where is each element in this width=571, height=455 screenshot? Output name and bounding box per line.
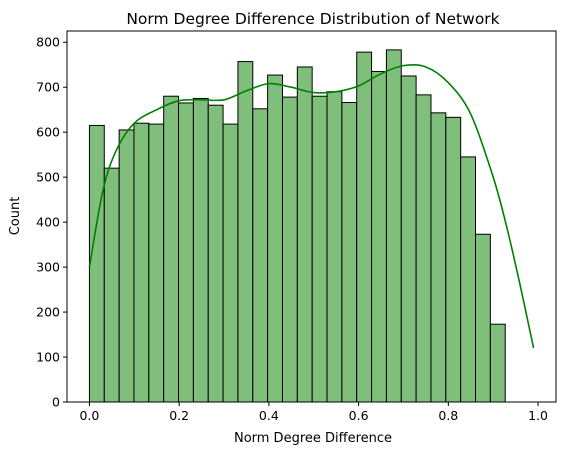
histogram-bar: [475, 233, 491, 403]
x-tick-label: 1.0: [528, 408, 548, 423]
histogram-bar: [192, 97, 209, 403]
histogram-bar: [296, 66, 313, 403]
x-tick-label: 0.0: [79, 408, 99, 423]
kde-curve: [88, 64, 535, 349]
y-tick-label: 700: [36, 80, 60, 95]
histogram-bar: [148, 123, 165, 403]
x-tick-label: 0.2: [169, 408, 189, 423]
histogram-bar: [445, 116, 462, 403]
histogram-bar: [237, 61, 254, 403]
histogram-bar: [88, 124, 105, 403]
y-tick-label: 0: [52, 395, 60, 410]
x-tick-label: 0.4: [259, 408, 279, 423]
histogram-bar: [103, 167, 120, 403]
histogram-bar: [341, 102, 358, 403]
histogram-bar: [311, 95, 328, 403]
histogram-bar: [460, 156, 477, 403]
y-tick-label: 500: [36, 170, 60, 185]
x-axis-label: Norm Degree Difference: [234, 431, 392, 446]
histogram-bar: [267, 74, 283, 403]
histogram-bar: [356, 51, 373, 403]
y-tick-label: 400: [36, 215, 60, 230]
histogram-bar: [385, 49, 402, 403]
y-axis: 0 100 200 300 400 500 600 700 800: [36, 35, 67, 410]
histogram-bar: [252, 108, 269, 403]
histogram-bar: [133, 122, 150, 403]
histogram-bar: [207, 104, 224, 403]
y-axis-label: Count: [8, 197, 23, 236]
histogram-bar: [281, 96, 298, 403]
histogram-bar: [163, 95, 180, 403]
histogram-bar: [326, 91, 343, 403]
histogram-bar: [430, 112, 447, 403]
x-tick-label: 0.8: [438, 408, 458, 423]
histogram-bar: [415, 94, 432, 403]
y-tick-label: 800: [36, 35, 60, 50]
x-tick-label: 0.6: [349, 408, 369, 423]
plot-frame: [66, 30, 557, 403]
y-tick-label: 100: [36, 350, 60, 365]
histogram-bar: [118, 129, 135, 403]
histogram-bar: [400, 75, 417, 403]
chart-title: Norm Degree Difference Distribution of N…: [126, 10, 499, 28]
histogram-bar: [178, 102, 194, 403]
x-axis: 0.0 0.2 0.4 0.6 0.8 1.0: [79, 402, 548, 423]
bars: [88, 49, 506, 403]
histogram-bar: [489, 323, 506, 403]
y-tick-label: 600: [36, 125, 60, 140]
histogram-bar: [371, 70, 387, 403]
histogram-bar: [222, 123, 239, 403]
y-tick-label: 300: [36, 260, 60, 275]
y-tick-label: 200: [36, 305, 60, 320]
